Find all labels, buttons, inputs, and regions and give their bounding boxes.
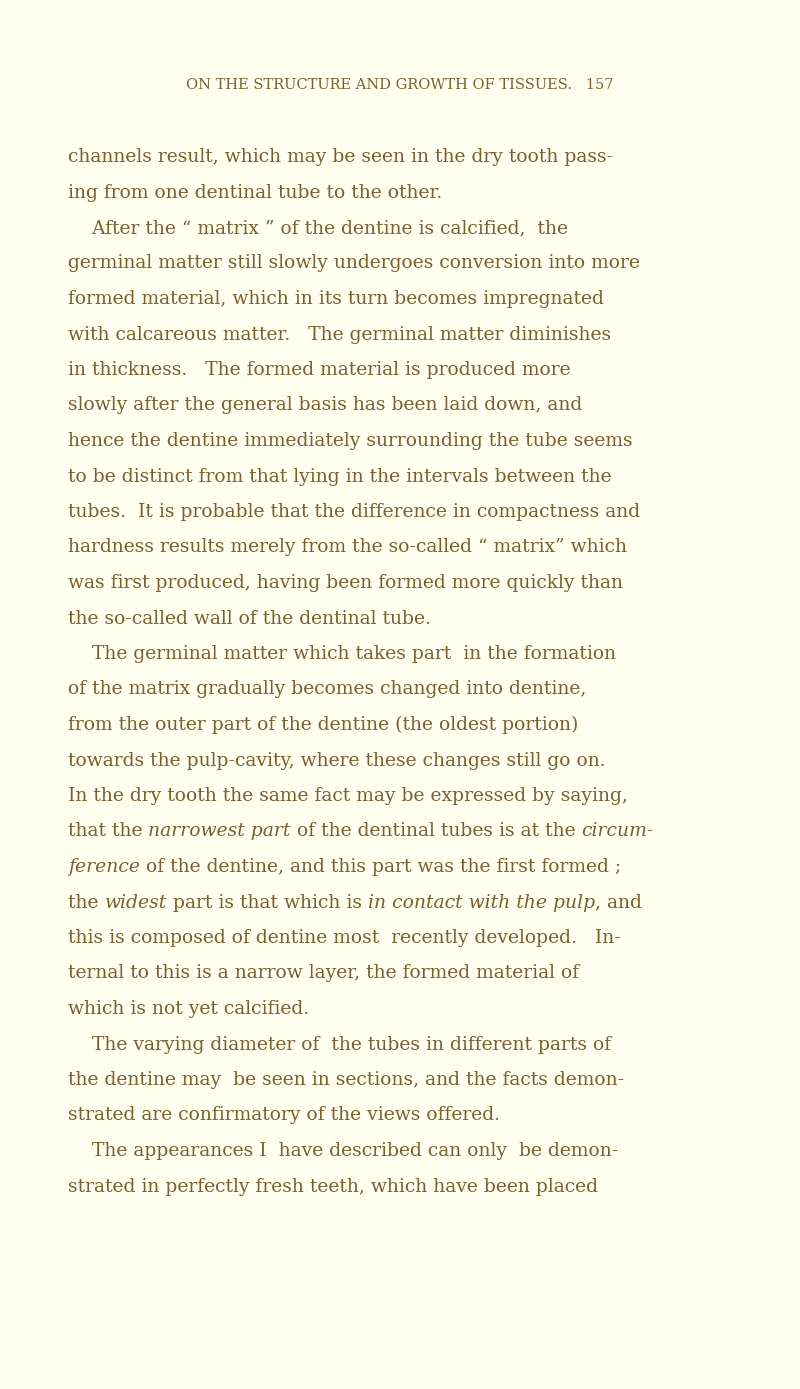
Text: that the: that the (68, 822, 149, 840)
Text: hence the dentine immediately surrounding the tube seems: hence the dentine immediately surroundin… (68, 432, 633, 450)
Text: towards the pulp-cavity, where these changes still go on.: towards the pulp-cavity, where these cha… (68, 751, 606, 770)
Text: in contact with the pulp: in contact with the pulp (368, 893, 595, 911)
Text: The varying diameter of  the tubes in different parts of: The varying diameter of the tubes in dif… (68, 1036, 611, 1053)
Text: narrowest part: narrowest part (149, 822, 291, 840)
Text: the dentine may  be seen in sections, and the facts demon-: the dentine may be seen in sections, and… (68, 1071, 624, 1089)
Text: After the “ matrix ” of the dentine is calcified,  the: After the “ matrix ” of the dentine is c… (68, 219, 568, 238)
Text: ing from one dentinal tube to the other.: ing from one dentinal tube to the other. (68, 183, 442, 201)
Text: germinal matter still slowly undergoes conversion into more: germinal matter still slowly undergoes c… (68, 254, 640, 272)
Text: part is that which is: part is that which is (166, 893, 368, 911)
Text: formed material, which in its turn becomes impregnated: formed material, which in its turn becom… (68, 290, 604, 308)
Text: of the dentinal tubes is at the: of the dentinal tubes is at the (291, 822, 582, 840)
Text: The germinal matter which takes part  in the formation: The germinal matter which takes part in … (68, 644, 616, 663)
Text: circum-: circum- (582, 822, 654, 840)
Text: this is composed of dentine most  recently developed.   In-: this is composed of dentine most recentl… (68, 929, 621, 947)
Text: strated are confirmatory of the views offered.: strated are confirmatory of the views of… (68, 1107, 500, 1125)
Text: strated in perfectly fresh teeth, which have been placed: strated in perfectly fresh teeth, which … (68, 1178, 598, 1196)
Text: the: the (68, 893, 105, 911)
Text: ternal to this is a narrow layer, the formed material of: ternal to this is a narrow layer, the fo… (68, 964, 579, 982)
Text: ference: ference (68, 858, 140, 876)
Text: which is not yet calcified.: which is not yet calcified. (68, 1000, 309, 1018)
Text: tubes.  It is probable that the difference in compactness and: tubes. It is probable that the differenc… (68, 503, 640, 521)
Text: slowly after the general basis has been laid down, and: slowly after the general basis has been … (68, 396, 582, 414)
Text: in thickness.   The formed material is produced more: in thickness. The formed material is pro… (68, 361, 570, 379)
Text: was first produced, having been formed more quickly than: was first produced, having been formed m… (68, 574, 623, 592)
Text: , and: , and (595, 893, 642, 911)
Text: channels result, which may be seen in the dry tooth pass-: channels result, which may be seen in th… (68, 149, 613, 167)
Text: of the matrix gradually becomes changed into dentine,: of the matrix gradually becomes changed … (68, 681, 586, 699)
Text: with calcareous matter.   The germinal matter diminishes: with calcareous matter. The germinal mat… (68, 325, 611, 343)
Text: hardness results merely from the so-called “ matrix” which: hardness results merely from the so-call… (68, 539, 627, 557)
Text: The appearances I  have described can only  be demon-: The appearances I have described can onl… (68, 1142, 618, 1160)
Text: of the dentine, and this part was the first formed ;: of the dentine, and this part was the fi… (140, 858, 621, 876)
Text: the so-called wall of the dentinal tube.: the so-called wall of the dentinal tube. (68, 610, 431, 628)
Text: In the dry tooth the same fact may be expressed by saying,: In the dry tooth the same fact may be ex… (68, 788, 628, 806)
Text: to be distinct from that lying in the intervals between the: to be distinct from that lying in the in… (68, 468, 612, 486)
Text: ON THE STRUCTURE AND GROWTH OF TISSUES.   157: ON THE STRUCTURE AND GROWTH OF TISSUES. … (186, 78, 614, 92)
Text: widest: widest (105, 893, 166, 911)
Text: from the outer part of the dentine (the oldest portion): from the outer part of the dentine (the … (68, 715, 578, 735)
